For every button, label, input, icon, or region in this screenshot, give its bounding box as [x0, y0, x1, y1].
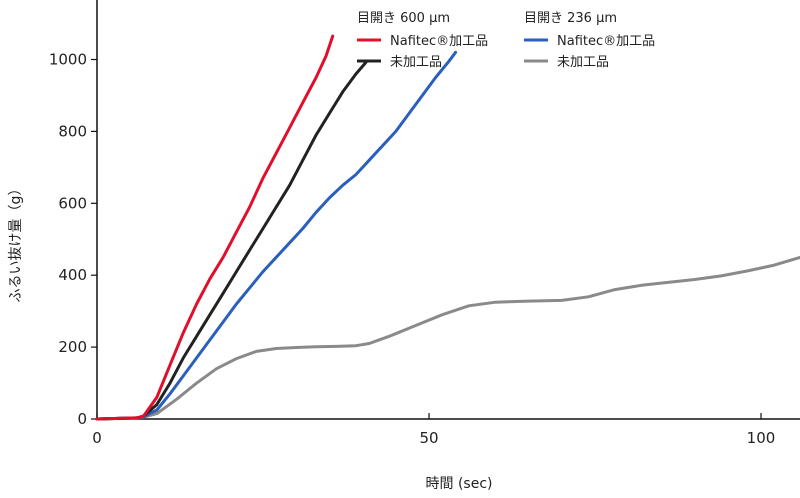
- x-tick-label: 100: [747, 429, 776, 447]
- series-line-nafitec-600: [95, 34, 335, 421]
- series-lines: [95, 34, 800, 421]
- series-line-nafitec-236: [95, 50, 458, 421]
- y-axis-title: ふるい抜け量（g）: [8, 182, 24, 303]
- legend-label-nafitec-236: Nafitec®加工品: [557, 34, 655, 49]
- y-tick-label: 200: [58, 338, 87, 356]
- y-tick-label: 400: [58, 266, 87, 284]
- legend-label-nafitec-600: Nafitec®加工品: [390, 34, 488, 49]
- legend-label-untreated-600: 未加工品: [390, 55, 442, 70]
- x-tick-label: 50: [419, 429, 438, 447]
- legend-heading-600: 目開き 600 μm: [357, 11, 450, 26]
- x-ticks: 050100150200: [92, 413, 776, 447]
- x-axis-title: 時間 (sec): [426, 476, 493, 492]
- y-ticks: 0 200 400 600 800 1000: [49, 51, 97, 428]
- y-tick-label: 0: [77, 410, 87, 428]
- axes: [96, 0, 800, 420]
- x-tick-label: 0: [92, 429, 102, 447]
- y-tick-label: 600: [58, 194, 87, 212]
- legend-heading-236: 目開き 236 μm: [524, 11, 617, 26]
- legend-label-untreated-236: 未加工品: [557, 55, 609, 70]
- legend: 目開き 600 μm Nafitec®加工品 未加工品 目開き 236 μm N…: [357, 11, 655, 70]
- series-line-untreated-236: [95, 255, 800, 421]
- y-tick-label: 1000: [49, 51, 87, 69]
- series-line-untreated-600: [95, 60, 368, 421]
- y-tick-label: 800: [58, 122, 87, 140]
